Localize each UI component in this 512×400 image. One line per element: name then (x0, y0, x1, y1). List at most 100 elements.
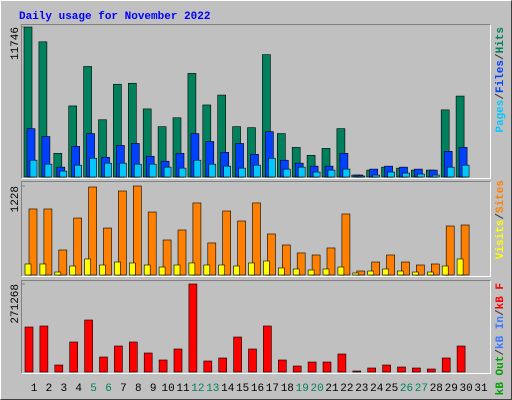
bar (416, 264, 425, 276)
bar (441, 357, 451, 373)
bar (282, 168, 291, 178)
bar (461, 164, 470, 178)
x-tick-label: 1 (31, 383, 38, 395)
legend-entry: kB Out (495, 356, 507, 396)
bar (387, 171, 395, 178)
bar (103, 227, 112, 276)
legend: Visits/Sites (495, 180, 507, 259)
bar (39, 325, 49, 373)
bar (397, 270, 404, 276)
x-tick-label: 17 (266, 383, 279, 395)
bar (322, 361, 332, 373)
bar (248, 348, 257, 373)
bar (99, 356, 108, 373)
bar (24, 263, 32, 276)
bar (143, 352, 153, 373)
x-tick-label: 23 (355, 383, 368, 395)
bar (173, 348, 183, 373)
bar (337, 353, 347, 373)
x-tick-label: 18 (281, 383, 294, 395)
x-tick-label: 30 (459, 383, 472, 395)
x-tick-label: 26 (400, 383, 413, 395)
bar (430, 263, 440, 276)
x-tick-label: 16 (251, 383, 264, 395)
bar (222, 210, 231, 276)
bar (188, 283, 198, 373)
bar (89, 157, 97, 178)
bar (84, 319, 93, 373)
legend-entry: Sites (495, 180, 507, 213)
x-tick-label: 11 (176, 383, 190, 395)
bar (192, 202, 202, 276)
bar (253, 164, 261, 178)
bar (84, 258, 91, 276)
panel-edge-light (21, 181, 491, 277)
bar (158, 266, 166, 276)
bar (238, 167, 246, 178)
bar (456, 345, 466, 373)
legend-separator: / (495, 213, 507, 220)
bar (382, 364, 391, 373)
bar (54, 364, 64, 373)
bar (263, 325, 272, 373)
x-tick-label: 6 (105, 383, 112, 395)
bar (207, 242, 217, 276)
panel-edge-dark (21, 181, 491, 277)
legend-separator: / (495, 93, 507, 100)
x-tick-label: 12 (191, 383, 204, 395)
bar (158, 359, 168, 373)
bar (352, 370, 362, 373)
bar (367, 270, 375, 276)
bar (252, 202, 261, 276)
bar (208, 163, 217, 178)
bar (401, 261, 410, 276)
bar (74, 164, 82, 178)
bar (267, 233, 276, 276)
bar (143, 264, 151, 276)
bar (177, 229, 187, 276)
y-tick-label: 1228 (10, 186, 22, 212)
y-tick-label: 11746 (10, 27, 22, 60)
bar (307, 269, 315, 276)
bar (417, 173, 425, 178)
bar (69, 265, 76, 276)
x-tick-label: 2 (46, 383, 53, 395)
bar (118, 190, 127, 276)
x-tick-label: 10 (161, 383, 174, 395)
bar (28, 208, 38, 276)
bar (119, 162, 127, 178)
x-tick-label: 29 (445, 383, 458, 395)
x-tick-label: 28 (430, 383, 443, 395)
bar (193, 159, 202, 178)
bar (263, 260, 270, 276)
bar (296, 252, 306, 276)
bar (69, 341, 78, 373)
bar (371, 261, 381, 276)
legend-entry: kB In (495, 316, 507, 349)
x-tick-label: 8 (135, 383, 142, 395)
bar (29, 159, 38, 178)
legend-separator: / (495, 53, 507, 60)
bar (114, 345, 123, 373)
bar (277, 267, 285, 276)
bar (203, 360, 213, 373)
legend-entry: Visits (495, 220, 507, 260)
bar (237, 220, 246, 276)
bar (397, 366, 406, 373)
bar (372, 174, 381, 178)
bar (311, 254, 321, 276)
x-tick-label: 25 (385, 383, 398, 395)
bar (382, 268, 389, 276)
bar (337, 266, 345, 276)
bar (456, 258, 464, 276)
panel-edge-dark (21, 24, 491, 179)
bar (129, 341, 138, 373)
bar (114, 261, 121, 276)
bar (426, 271, 434, 276)
bar (412, 271, 419, 276)
bar (88, 186, 97, 276)
bar (460, 224, 470, 276)
bar (402, 172, 410, 178)
